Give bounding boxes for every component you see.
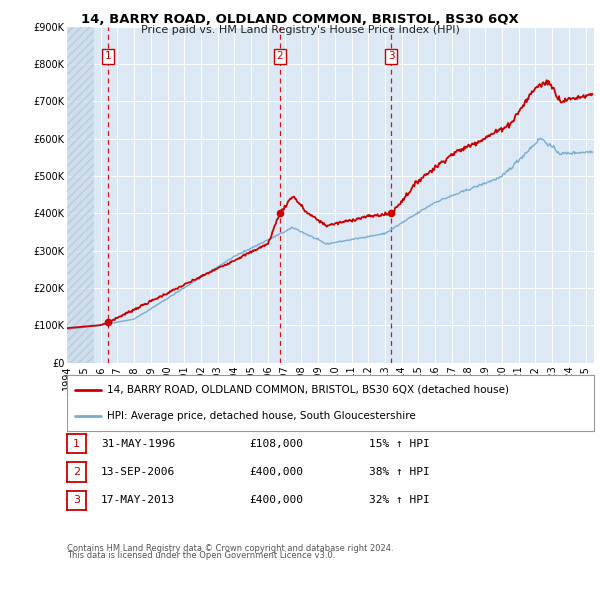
- Text: 1: 1: [104, 51, 111, 61]
- Text: £400,000: £400,000: [249, 496, 303, 505]
- Text: 14, BARRY ROAD, OLDLAND COMMON, BRISTOL, BS30 6QX (detached house): 14, BARRY ROAD, OLDLAND COMMON, BRISTOL,…: [107, 385, 509, 395]
- Text: 15% ↑ HPI: 15% ↑ HPI: [369, 439, 430, 448]
- Text: 32% ↑ HPI: 32% ↑ HPI: [369, 496, 430, 505]
- Text: HPI: Average price, detached house, South Gloucestershire: HPI: Average price, detached house, Sout…: [107, 411, 415, 421]
- Text: 31-MAY-1996: 31-MAY-1996: [101, 439, 175, 448]
- Text: 17-MAY-2013: 17-MAY-2013: [101, 496, 175, 505]
- Text: Contains HM Land Registry data © Crown copyright and database right 2024.: Contains HM Land Registry data © Crown c…: [67, 544, 394, 553]
- Text: 14, BARRY ROAD, OLDLAND COMMON, BRISTOL, BS30 6QX: 14, BARRY ROAD, OLDLAND COMMON, BRISTOL,…: [81, 13, 519, 26]
- Text: 13-SEP-2006: 13-SEP-2006: [101, 467, 175, 477]
- Text: 38% ↑ HPI: 38% ↑ HPI: [369, 467, 430, 477]
- Text: Price paid vs. HM Land Registry's House Price Index (HPI): Price paid vs. HM Land Registry's House …: [140, 25, 460, 35]
- Text: 2: 2: [277, 51, 283, 61]
- Text: 3: 3: [73, 496, 80, 505]
- Text: £108,000: £108,000: [249, 439, 303, 448]
- Text: This data is licensed under the Open Government Licence v3.0.: This data is licensed under the Open Gov…: [67, 552, 335, 560]
- Text: £400,000: £400,000: [249, 467, 303, 477]
- Text: 1: 1: [73, 439, 80, 448]
- Bar: [67, 27, 94, 363]
- Text: 2: 2: [73, 467, 80, 477]
- Text: 3: 3: [388, 51, 395, 61]
